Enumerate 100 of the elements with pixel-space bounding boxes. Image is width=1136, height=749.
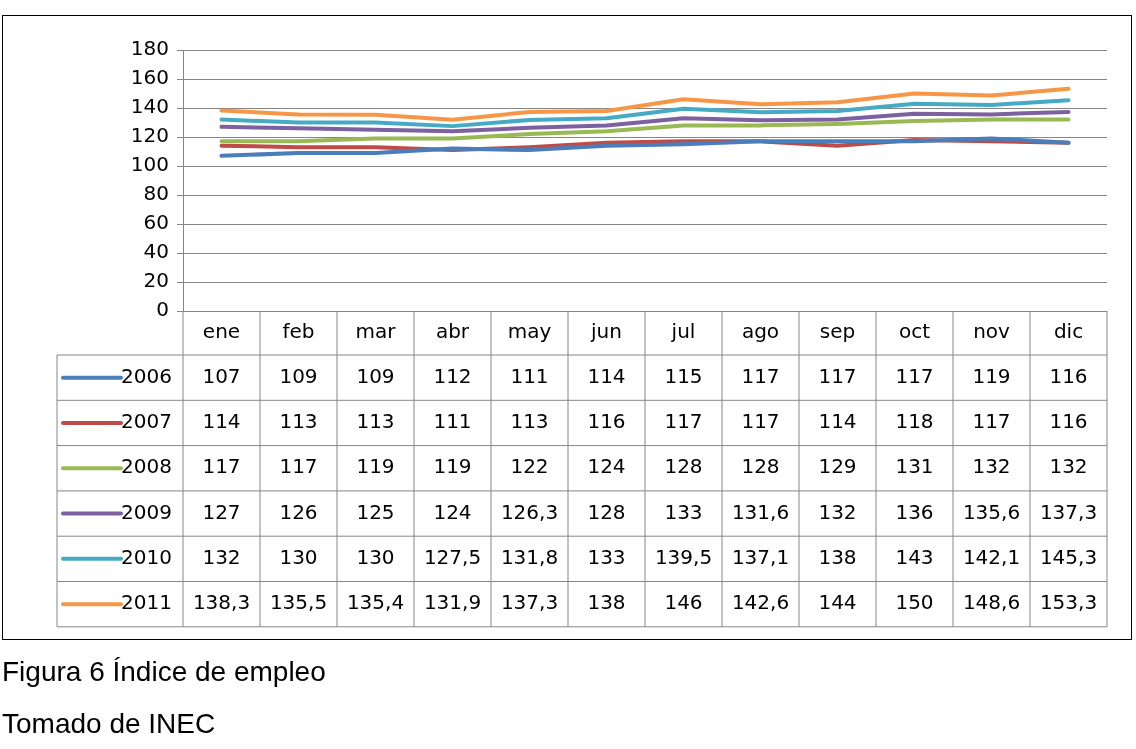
legend-label: 2009 [121, 499, 172, 524]
y-tick-label: 80 [143, 181, 169, 206]
data-label: 138,3 [192, 590, 251, 615]
data-label: 128 [741, 454, 780, 479]
x-tick-label: abr [435, 319, 470, 344]
data-label: 109 [279, 363, 318, 388]
data-label: 132 [818, 499, 857, 524]
data-label: 135,4 [346, 590, 405, 615]
data-label: 122 [510, 454, 549, 479]
data-label: 107 [202, 363, 241, 388]
data-label: 144 [818, 590, 857, 615]
data-label: 124 [587, 454, 626, 479]
data-label: 126 [279, 499, 318, 524]
x-tick-label: jul [670, 319, 696, 344]
data-label: 111 [433, 409, 472, 434]
data-label: 136 [895, 499, 934, 524]
text: Tomado de INEC [2, 708, 216, 740]
data-label: 127 [202, 499, 241, 524]
data-label: 131,6 [731, 499, 790, 524]
data-label: 133 [587, 545, 626, 570]
data-label: 146 [664, 590, 703, 615]
data-label: 119 [972, 363, 1011, 388]
data-label: 117 [279, 454, 318, 479]
data-label: 142,6 [731, 590, 790, 615]
x-tick-label: jun [590, 319, 622, 344]
data-label: 139,5 [654, 545, 713, 570]
data-label: 117 [741, 363, 780, 388]
data-label: 117 [895, 363, 934, 388]
y-tick-label: 40 [143, 239, 169, 264]
data-label: 109 [356, 363, 395, 388]
y-tick-label: 120 [130, 123, 169, 148]
data-label: 150 [895, 590, 934, 615]
data-label: 119 [433, 454, 472, 479]
data-label: 135,6 [962, 499, 1021, 524]
data-label: 114 [202, 409, 241, 434]
data-label: 117 [818, 363, 857, 388]
data-label: 132 [1049, 454, 1088, 479]
x-tick-label: may [507, 319, 552, 344]
data-label: 113 [510, 409, 549, 434]
data-label: 114 [818, 409, 857, 434]
data-label: 130 [279, 545, 318, 570]
data-label: 112 [433, 363, 472, 388]
data-label: 148,6 [962, 590, 1021, 615]
data-label: 119 [356, 454, 395, 479]
data-label: 131 [895, 454, 934, 479]
data-label: 145,3 [1039, 545, 1098, 570]
data-label: 127,5 [423, 545, 482, 570]
data-label: 138 [587, 590, 626, 615]
data-label: 133 [664, 499, 703, 524]
data-label: 138 [818, 545, 857, 570]
data-label: 115 [664, 363, 703, 388]
legend-label: 2008 [121, 454, 172, 479]
data-label: 113 [279, 409, 318, 434]
data-label: 128 [664, 454, 703, 479]
data-label: 137,1 [731, 545, 790, 570]
y-tick-label: 100 [130, 152, 169, 177]
data-label: 130 [356, 545, 395, 570]
data-label: 131,9 [423, 590, 482, 615]
data-label: 118 [895, 409, 934, 434]
x-tick-label: sep [819, 319, 856, 344]
y-tick-label: 60 [143, 210, 169, 235]
data-label: 113 [356, 409, 395, 434]
data-label: 117 [664, 409, 703, 434]
data-label: 131,8 [500, 545, 559, 570]
data-label: 125 [356, 499, 395, 524]
x-tick-label: dic [1053, 319, 1084, 344]
x-tick-label: nov [973, 319, 1011, 344]
y-tick-label: 0 [156, 297, 169, 322]
data-label: 137,3 [1039, 499, 1098, 524]
x-tick-label: oct [898, 319, 931, 344]
data-label: 142,1 [962, 545, 1021, 570]
data-label: 116 [1049, 409, 1088, 434]
data-label: 135,5 [269, 590, 328, 615]
data-label: 116 [1049, 363, 1088, 388]
data-label: 116 [587, 409, 626, 434]
data-label: 117 [972, 409, 1011, 434]
data-label: 143 [895, 545, 934, 570]
legend-label: 2010 [121, 545, 172, 570]
data-label: 117 [202, 454, 241, 479]
y-tick-label: 180 [130, 36, 169, 61]
x-tick-label: feb [282, 319, 315, 344]
y-tick-label: 140 [130, 94, 169, 119]
data-label: 132 [202, 545, 241, 570]
data-label: 128 [587, 499, 626, 524]
data-label: 132 [972, 454, 1011, 479]
data-label: 124 [433, 499, 472, 524]
data-label: 117 [741, 409, 780, 434]
data-label: 129 [818, 454, 857, 479]
y-tick-label: 160 [130, 65, 169, 90]
legend-label: 2007 [121, 409, 172, 434]
data-label: 126,3 [500, 499, 559, 524]
data-label: 137,3 [500, 590, 559, 615]
text: Figura 6 Índice de empleo [2, 656, 326, 688]
data-label: 114 [587, 363, 626, 388]
x-tick-label: ago [741, 319, 780, 344]
legend-label: 2006 [121, 363, 172, 388]
legend-label: 2011 [121, 590, 172, 615]
data-label: 111 [510, 363, 549, 388]
data-label: 153,3 [1039, 590, 1098, 615]
x-tick-label: ene [202, 319, 241, 344]
